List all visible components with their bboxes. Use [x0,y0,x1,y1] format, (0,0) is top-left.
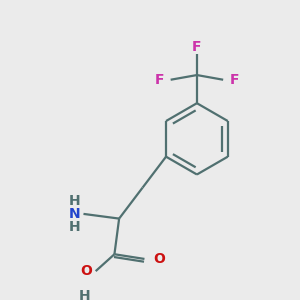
Text: F: F [230,73,239,87]
Text: F: F [154,73,164,87]
Text: H: H [68,194,80,208]
Text: N: N [68,207,80,221]
Text: H: H [79,289,90,300]
Text: F: F [192,40,202,54]
Text: O: O [80,264,92,278]
Text: H: H [68,220,80,234]
Text: O: O [153,252,165,266]
